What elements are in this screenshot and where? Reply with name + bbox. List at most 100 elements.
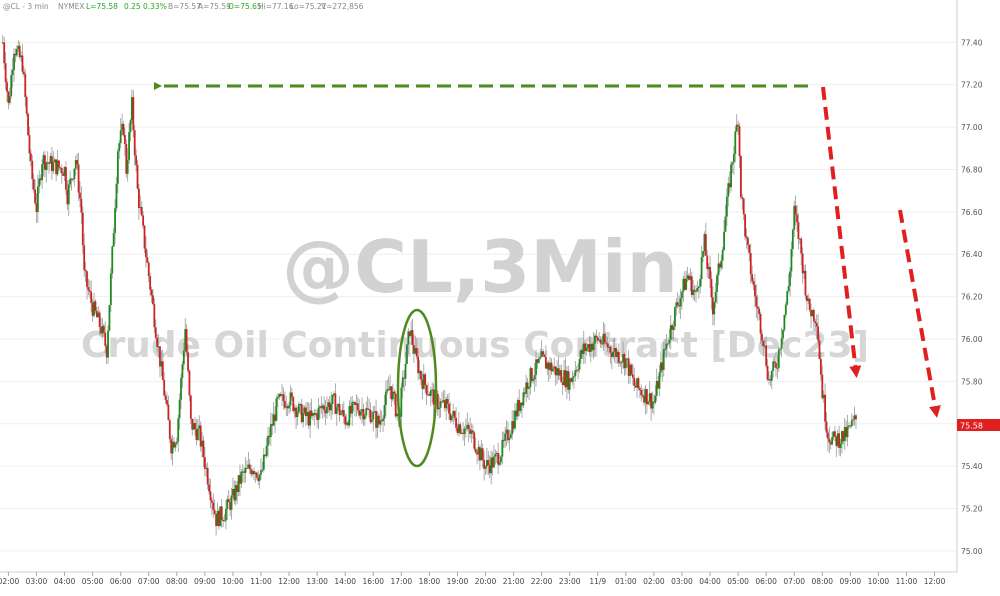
candle-body	[58, 160, 60, 168]
candle-body	[174, 443, 177, 448]
candle-body	[448, 403, 450, 414]
candle-body	[535, 359, 537, 375]
candle-body	[189, 395, 192, 419]
candle-body	[187, 352, 189, 371]
candle-body	[654, 395, 657, 403]
candle-body	[21, 55, 24, 72]
candle-body	[667, 343, 669, 345]
y-tick-label: 76.80	[961, 165, 983, 174]
x-tick-label: 20:00	[475, 577, 497, 586]
candle-body	[848, 425, 850, 427]
candle-body	[327, 402, 330, 408]
candle-body	[241, 471, 244, 473]
candle-body	[152, 295, 154, 305]
y-tick-label: 76.20	[961, 293, 983, 302]
candle-body	[321, 405, 324, 409]
candle-body	[463, 428, 466, 434]
x-tick-label: 05:00	[82, 577, 104, 586]
candle-body	[195, 429, 198, 440]
candle-body	[11, 70, 14, 76]
candle-body	[827, 432, 829, 439]
candle-body	[567, 371, 570, 390]
candle-body	[74, 160, 77, 169]
candle-body	[443, 400, 446, 409]
candle-body	[525, 382, 528, 394]
candle-body	[358, 410, 361, 416]
candle-body	[69, 178, 72, 185]
candle-body	[606, 343, 609, 348]
candle-body	[852, 419, 855, 421]
candle-body	[406, 344, 408, 364]
candle-body	[832, 431, 835, 438]
candle-body	[95, 310, 98, 318]
candle-body	[35, 203, 38, 212]
candle-body	[470, 430, 473, 434]
candle-body	[101, 325, 104, 334]
candle-body	[537, 358, 540, 363]
candle-body	[313, 413, 316, 415]
candle-body	[648, 393, 651, 402]
candle-body	[695, 291, 697, 293]
candle-body	[814, 321, 817, 324]
candle-body	[561, 382, 564, 386]
candle-body	[265, 445, 268, 456]
candle-body	[665, 343, 668, 349]
candle-body	[275, 398, 278, 421]
candle-body	[283, 400, 286, 408]
header-high: Hi=77.16	[258, 2, 294, 11]
candle-body	[779, 348, 782, 350]
candle-body	[835, 436, 838, 446]
candle-body	[466, 424, 469, 429]
candle-body	[413, 345, 415, 354]
candle-body	[557, 368, 560, 376]
candle-body	[330, 404, 333, 411]
candle-body	[645, 389, 648, 405]
candle-body	[94, 301, 97, 311]
candle-body	[27, 113, 29, 136]
candle-body	[566, 371, 568, 388]
candle-body	[13, 53, 15, 71]
candle-body	[237, 475, 240, 493]
candle-body	[630, 364, 633, 375]
candle-body	[164, 395, 167, 401]
candle-body	[664, 348, 667, 350]
candle-body	[841, 431, 843, 444]
candle-body	[372, 412, 375, 420]
candle-body	[208, 484, 210, 492]
candle-body	[445, 398, 448, 409]
candle-body	[599, 339, 602, 344]
x-tick-label: 10:00	[868, 577, 890, 586]
candle-body	[798, 238, 801, 240]
candle-body	[629, 364, 631, 376]
y-tick-label: 75.20	[961, 504, 983, 513]
candle-body	[116, 151, 119, 184]
candle-body	[787, 285, 790, 292]
candle-body	[471, 430, 474, 433]
candle-body	[178, 399, 181, 419]
candle-body	[612, 351, 615, 357]
x-tick-label: 19:00	[447, 577, 469, 586]
candle-body	[171, 441, 174, 454]
candle-body	[55, 159, 58, 175]
candle-body	[530, 368, 533, 381]
candle-body	[212, 502, 215, 510]
candle-body	[756, 306, 759, 309]
candle-body	[314, 413, 317, 415]
candle-body	[296, 412, 299, 418]
x-tick-label: 01:00	[615, 577, 637, 586]
candle-body	[31, 160, 34, 180]
candle-body	[675, 302, 678, 308]
candle-body	[602, 333, 605, 345]
candle-body	[551, 368, 554, 372]
candle-body	[411, 330, 414, 346]
candle-body	[740, 155, 742, 198]
candle-body	[563, 370, 565, 386]
candle-body	[282, 394, 285, 401]
candle-body	[8, 96, 11, 103]
candle-body	[636, 378, 638, 388]
candle-body	[509, 434, 512, 439]
candle-body	[803, 270, 805, 274]
candle-body	[293, 407, 296, 412]
